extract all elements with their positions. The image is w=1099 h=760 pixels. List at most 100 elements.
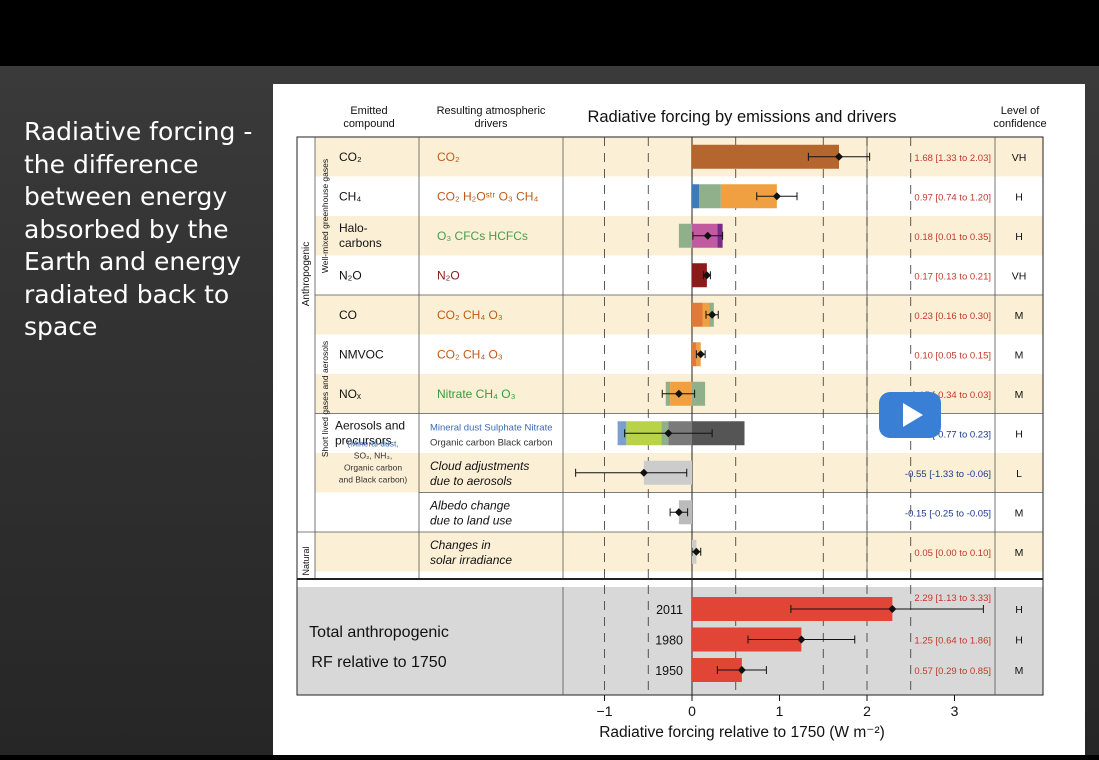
value-label: -0.27 [-0.77 to 0.23] <box>908 429 991 440</box>
total-year: 1980 <box>655 634 683 648</box>
header-compound: Emitted <box>350 105 387 117</box>
driver-label: CO₂ H₂Oˢᵗʳ O₃ CH₄ <box>437 189 538 203</box>
value-label: -0.15 [-0.34 to 0.03] <box>908 390 991 401</box>
confidence-label: L <box>1016 468 1022 480</box>
driver-label: CO₂ CH₄ O₃ <box>437 347 503 361</box>
aerosol-sub-label: (Mineral dust, <box>347 439 399 449</box>
driver-label: solar irradiance <box>430 553 512 567</box>
header-confidence: confidence <box>993 118 1046 130</box>
header-confidence: Level of <box>1001 105 1040 117</box>
bar-segment <box>699 184 721 209</box>
x-tick-label: 3 <box>951 703 959 719</box>
value-marker <box>797 635 806 644</box>
value-marker <box>674 389 683 398</box>
label-wmghg: Well-mixed greenhouse gases <box>320 159 330 273</box>
x-axis-label: Radiative forcing relative to 1750 (W m⁻… <box>599 724 885 741</box>
aerosol-sub-label: and Black carbon) <box>339 475 408 485</box>
driver-label: CO₂ CH₄ O₃ <box>437 308 503 322</box>
play-button[interactable] <box>879 392 941 438</box>
value-marker <box>888 605 897 613</box>
bar-segment <box>692 342 697 367</box>
value-marker <box>696 350 705 359</box>
chart-title: Radiative forcing by emissions and drive… <box>587 108 896 126</box>
value-marker <box>703 231 712 240</box>
x-tick-label: 0 <box>688 703 696 719</box>
aerosol-sub-label: Organic carbon <box>344 463 402 473</box>
total-confidence-label: H <box>1015 604 1023 616</box>
value-label: 0.23 [0.16 to 0.30] <box>914 311 991 322</box>
value-label: 0.17 [0.13 to 0.21] <box>914 271 991 282</box>
value-label: -0.55 [-1.33 to -0.06] <box>905 469 991 480</box>
compound-label: carbons <box>339 236 382 250</box>
top-black-bar <box>0 0 1099 66</box>
total-year: 2011 <box>656 603 683 617</box>
value-marker <box>702 271 711 280</box>
compound-label: Aerosols and <box>335 418 405 432</box>
row-bg <box>315 532 1043 572</box>
rf-figure: Emitted compound Resulting atmospheric driv… <box>273 84 1085 755</box>
slide-text: Radiative forcing - the difference betwe… <box>24 117 253 341</box>
confidence-label: H <box>1015 428 1023 440</box>
value-marker <box>835 152 843 161</box>
driver-label: Albedo change <box>429 498 510 512</box>
bar-segment <box>678 223 692 248</box>
total-bg <box>297 587 1043 695</box>
driver-label: N₂O <box>437 268 460 282</box>
driver-label: Organic carbon Black carbon <box>430 437 553 448</box>
total-value-label: 1.25 [0.64 to 1.86] <box>914 636 991 647</box>
bar-segment <box>692 381 706 406</box>
confidence-label: VH <box>1012 270 1027 282</box>
x-tick-label: 2 <box>863 703 871 719</box>
value-label: 0.97 [0.74 to 1.20] <box>914 192 991 203</box>
driver-label: Changes in <box>430 538 491 552</box>
bar-segment <box>692 302 703 327</box>
driver-label: Nitrate CH₄ O₃ <box>437 387 516 401</box>
driver-label: O₃ CFCs HCFCs <box>437 229 528 243</box>
confidence-label: M <box>1015 349 1024 361</box>
label-natural: Natural <box>301 546 311 575</box>
header-drivers: Resulting atmospheric <box>437 105 546 117</box>
header-drivers: drivers <box>474 118 508 130</box>
compound-label: N₂O <box>339 268 362 282</box>
play-icon <box>902 403 923 427</box>
value-label: 0.18 [0.01 to 0.35] <box>914 232 991 243</box>
label-anthropogenic: Anthropogenic <box>301 242 312 307</box>
total-value-label: 2.29 [1.13 to 3.33] <box>914 593 991 604</box>
value-marker <box>674 508 683 517</box>
total-year: 1950 <box>655 664 683 678</box>
aerosol-sub-label: SO₂, NH₃, <box>354 451 392 461</box>
value-marker <box>737 666 746 674</box>
label-shortlived: Short lived gases and aerosols <box>320 341 330 457</box>
value-label: 0.10 [0.05 to 0.15] <box>914 350 991 361</box>
compound-label: precursors <box>335 433 392 447</box>
bar-segment <box>617 421 627 446</box>
compound-label: NMVOC <box>339 347 384 361</box>
compound-label: CO <box>339 308 357 322</box>
x-tick-label: 1 <box>776 703 784 719</box>
confidence-label: VH <box>1012 152 1027 164</box>
total-label: Total anthropogenic <box>309 624 449 641</box>
compound-label: CO₂ <box>339 150 362 164</box>
value-marker <box>639 468 648 477</box>
value-marker <box>692 547 701 556</box>
header-compound: compound <box>343 118 394 130</box>
value-label: 0.05 [0.00 to 0.10] <box>914 548 991 559</box>
driver-label: due to aerosols <box>430 474 512 488</box>
x-tick-label: −1 <box>597 703 613 719</box>
confidence-label: H <box>1015 231 1023 243</box>
confidence-label: M <box>1015 507 1024 519</box>
compound-label: CH₄ <box>339 189 361 203</box>
row-bg <box>315 295 1043 335</box>
value-marker <box>772 192 781 201</box>
driver-label: due to land use <box>430 513 512 527</box>
confidence-label: M <box>1015 389 1024 401</box>
bar-segment <box>692 184 699 209</box>
total-label: RF relative to 1750 <box>311 654 446 671</box>
driver-label: Cloud adjustments <box>430 459 529 473</box>
confidence-label: M <box>1015 310 1024 322</box>
confidence-label: M <box>1015 547 1024 559</box>
driver-label: CO₂ <box>437 150 460 164</box>
value-label: -0.15 [-0.25 to -0.05] <box>905 508 991 519</box>
row-bg <box>315 137 1043 177</box>
